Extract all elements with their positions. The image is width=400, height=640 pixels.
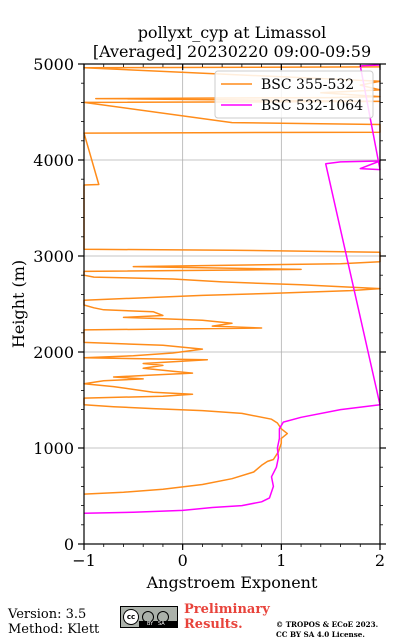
y-tick-label: 5000 <box>33 55 74 74</box>
legend: BSC 355-532 BSC 532-1064 <box>214 70 374 119</box>
chart-title: pollyxt_cyp at Limassol <box>138 23 327 42</box>
copyright-line-1: © TROPOS & ECoE 2023. <box>276 620 379 629</box>
plot-frame <box>83 63 381 545</box>
legend-label-bsc-355-532: BSC 355-532 <box>261 77 354 93</box>
copyright-line-2: CC BY SA 4.0 License. <box>276 630 365 639</box>
y-tick-label: 3000 <box>33 247 74 266</box>
y-tick-label: 1000 <box>33 439 74 458</box>
preliminary-line-2: Results. <box>184 617 243 632</box>
grid <box>84 64 380 544</box>
y-axis-label: Height (m) <box>9 260 28 348</box>
x-tick-label: −1 <box>72 551 96 570</box>
x-tick-label: 0 <box>178 551 188 570</box>
chart-subtitle: [Averaged] 20230220 09:00-09:59 <box>93 42 371 61</box>
series-layer <box>83 64 381 515</box>
legend-box <box>214 70 374 119</box>
x-tick-label: 2 <box>375 551 385 570</box>
preliminary-results-note: Preliminary Results. <box>184 602 270 632</box>
y-tick-label: 0 <box>64 535 74 554</box>
series-line-bsc-355-532 <box>83 66 381 495</box>
legend-label-bsc-532-1064: BSC 532-1064 <box>261 98 363 114</box>
cc-icon: cc <box>123 609 139 625</box>
method-text: Method: Klett <box>8 622 100 637</box>
y-tick-label: 2000 <box>33 343 74 362</box>
x-axis-label: Angstroem Exponent <box>146 573 318 592</box>
preliminary-line-1: Preliminary <box>184 602 270 617</box>
y-tick-label: 4000 <box>33 151 74 170</box>
x-tick-label: 1 <box>276 551 286 570</box>
angstroem-profile-chart: pollyxt_cyp at Limassol [Averaged] 20230… <box>9 23 386 592</box>
cc-by-sa-license-icon: cc BY SA <box>120 606 178 628</box>
cc-badge-strip: BY SA <box>139 621 177 627</box>
version-text: Version: 3.5 <box>8 607 87 622</box>
copyright-note: © TROPOS & ECoE 2023. CC BY SA 4.0 Licen… <box>276 620 378 640</box>
